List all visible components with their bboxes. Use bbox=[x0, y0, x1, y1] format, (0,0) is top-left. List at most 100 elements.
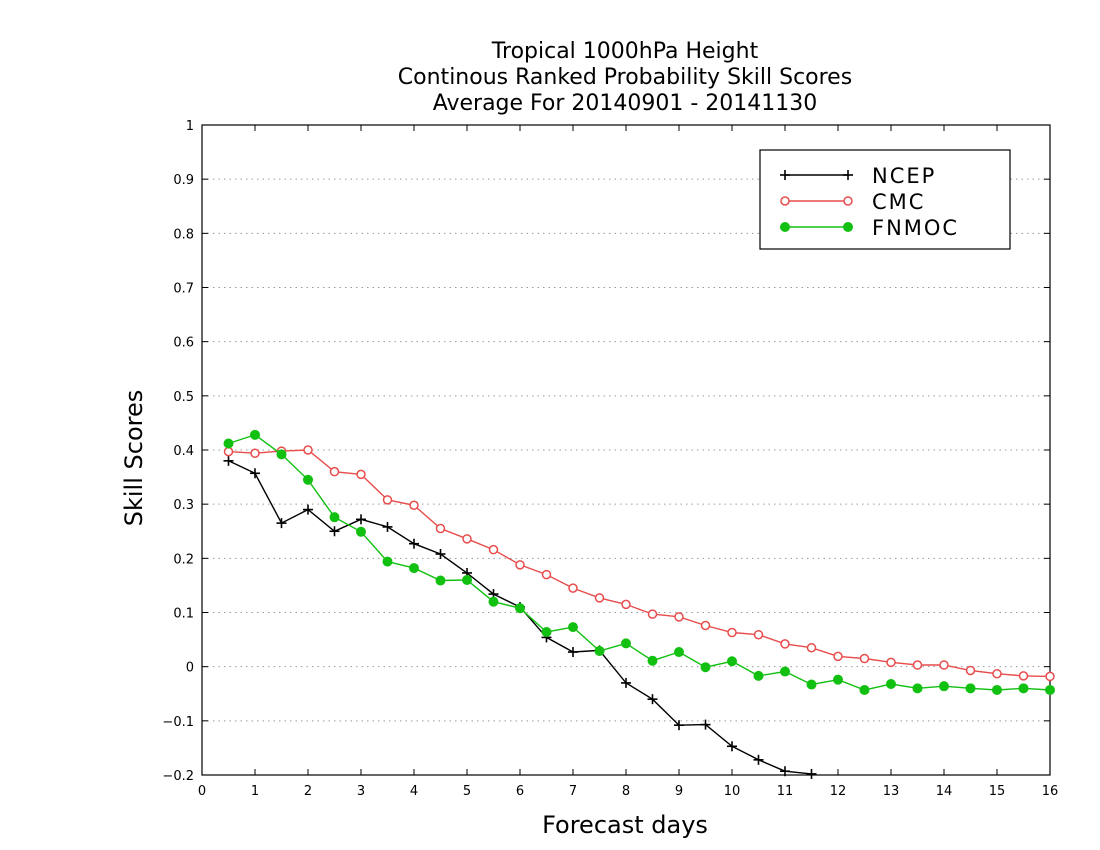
data-point-ncep bbox=[647, 694, 658, 705]
legend-marker bbox=[780, 222, 790, 232]
x-tick-label: 6 bbox=[516, 784, 524, 799]
legend-item-cmc: CMC bbox=[780, 190, 923, 214]
series-lines bbox=[223, 429, 1055, 779]
data-point-cmc bbox=[329, 466, 340, 477]
x-tick-label: 9 bbox=[675, 784, 683, 799]
x-axis-title: Forecast days bbox=[542, 811, 708, 839]
data-point-cmc bbox=[488, 544, 499, 555]
legend-item-ncep: NCEP bbox=[780, 164, 936, 188]
data-point-fnmoc bbox=[859, 684, 870, 695]
data-point-fnmoc bbox=[833, 674, 843, 685]
data-point-fnmoc bbox=[276, 449, 287, 460]
data-point-cmc bbox=[1018, 671, 1029, 681]
series-line-ncep bbox=[228, 460, 812, 775]
data-point-fnmoc bbox=[568, 622, 578, 633]
data-point-cmc bbox=[515, 560, 525, 570]
data-point-ncep bbox=[700, 719, 711, 730]
data-point-cmc bbox=[700, 620, 711, 631]
data-point-cmc bbox=[462, 534, 472, 544]
y-tick-label: 0.3 bbox=[173, 498, 194, 513]
data-point-cmc bbox=[356, 469, 366, 480]
data-point-fnmoc bbox=[674, 647, 684, 658]
x-tick-label: 10 bbox=[724, 784, 741, 799]
data-point-fnmoc bbox=[727, 656, 737, 667]
x-tick-label: 1 bbox=[251, 784, 259, 799]
y-tick-label: 0 bbox=[186, 661, 194, 676]
data-point-cmc bbox=[833, 651, 843, 662]
data-point-ncep bbox=[780, 766, 790, 777]
data-point-fnmoc bbox=[912, 683, 923, 694]
x-tick-label: 16 bbox=[1042, 784, 1059, 799]
data-point-ncep bbox=[435, 549, 446, 559]
x-tick-label: 0 bbox=[198, 784, 206, 799]
data-point-fnmoc bbox=[992, 684, 1002, 695]
y-tick-label: 0.1 bbox=[173, 607, 194, 622]
data-point-fnmoc bbox=[223, 438, 234, 449]
data-point-fnmoc bbox=[462, 575, 472, 585]
y-tick-label: 0.6 bbox=[173, 336, 194, 351]
x-tick-label: 8 bbox=[622, 784, 630, 799]
data-point-cmc bbox=[939, 660, 949, 670]
data-point-ncep bbox=[223, 455, 234, 466]
data-point-fnmoc bbox=[780, 666, 790, 677]
x-tick-label: 2 bbox=[304, 784, 312, 799]
data-point-cmc bbox=[806, 642, 817, 653]
x-tick-label: 5 bbox=[463, 784, 471, 799]
legend-label-fnmoc: FNMOC bbox=[872, 216, 959, 240]
data-point-fnmoc bbox=[1045, 684, 1055, 695]
x-tick-label: 13 bbox=[883, 784, 900, 799]
x-tick-label: 15 bbox=[989, 784, 1006, 799]
chart-title-line-2: Continous Ranked Probability Skill Score… bbox=[398, 65, 852, 90]
y-tick-label: 0.9 bbox=[173, 173, 194, 188]
series-line-cmc bbox=[228, 449, 1051, 678]
data-point-fnmoc bbox=[488, 596, 499, 607]
data-point-cmc bbox=[912, 660, 923, 670]
data-point-cmc bbox=[727, 627, 737, 638]
data-point-fnmoc bbox=[594, 645, 605, 656]
legend-marker bbox=[843, 196, 853, 206]
data-point-cmc bbox=[594, 593, 605, 603]
legend-label-ncep: NCEP bbox=[872, 164, 936, 188]
legend-item-fnmoc: FNMOC bbox=[780, 216, 959, 240]
data-point-fnmoc bbox=[621, 638, 631, 649]
data-point-fnmoc bbox=[515, 603, 525, 614]
data-point-ncep bbox=[727, 741, 737, 752]
x-tick-label: 11 bbox=[777, 784, 794, 799]
legend-marker bbox=[780, 196, 790, 206]
data-point-cmc bbox=[303, 445, 313, 455]
data-point-cmc bbox=[753, 629, 764, 640]
data-point-cmc bbox=[859, 653, 870, 664]
x-tick-label: 4 bbox=[410, 784, 418, 799]
x-tick-label: 7 bbox=[569, 784, 577, 799]
data-point-cmc bbox=[647, 609, 658, 619]
data-point-ncep bbox=[806, 768, 817, 779]
x-tick-label: 12 bbox=[830, 784, 847, 799]
data-point-cmc bbox=[1045, 671, 1055, 682]
data-point-cmc bbox=[674, 612, 684, 622]
x-tick-label: 14 bbox=[936, 784, 953, 799]
data-point-cmc bbox=[382, 495, 393, 505]
data-point-ncep bbox=[356, 514, 366, 525]
data-point-fnmoc bbox=[435, 575, 446, 586]
y-tick-label: 0.7 bbox=[173, 282, 194, 297]
data-point-fnmoc bbox=[700, 662, 711, 673]
legend-marker bbox=[843, 222, 853, 232]
legend-box bbox=[759, 149, 1011, 250]
data-point-ncep bbox=[753, 754, 764, 765]
data-point-cmc bbox=[541, 569, 552, 580]
data-point-fnmoc bbox=[541, 627, 552, 637]
data-point-cmc bbox=[250, 448, 260, 458]
data-point-fnmoc bbox=[753, 670, 764, 681]
data-point-ncep bbox=[276, 518, 287, 529]
data-point-cmc bbox=[568, 583, 578, 593]
chart-title-line-1: Tropical 1000hPa Height bbox=[491, 39, 759, 64]
data-point-fnmoc bbox=[329, 512, 340, 523]
y-tick-label: 0.4 bbox=[173, 444, 194, 459]
data-point-fnmoc bbox=[806, 679, 817, 690]
y-tick-label: 0.8 bbox=[173, 227, 194, 242]
data-point-fnmoc bbox=[409, 563, 419, 574]
data-point-cmc bbox=[886, 657, 896, 668]
data-point-fnmoc bbox=[356, 526, 366, 537]
